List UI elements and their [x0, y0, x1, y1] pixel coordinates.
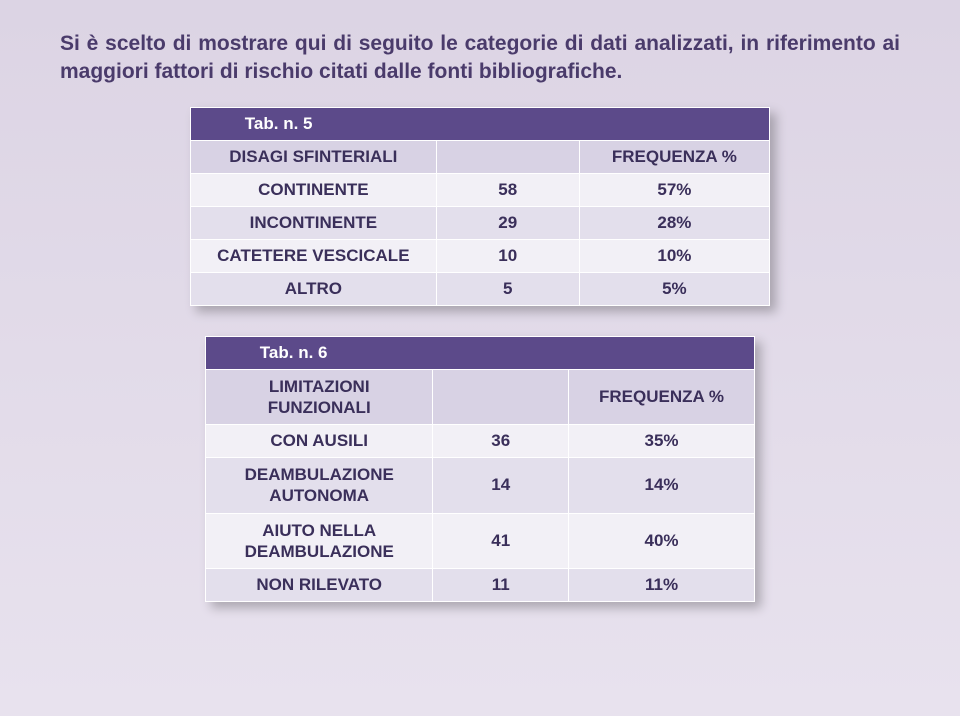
table-6-row0-n: 36	[433, 425, 569, 458]
table-6-row2-label: AIUTO NELLADEAMBULAZIONE	[206, 513, 433, 569]
table-5: Tab. n. 5 DISAGI SFINTERIALI FREQUENZA %…	[190, 107, 770, 306]
table-5-row3-n: 5	[436, 272, 579, 305]
table-5-row3-pct: 5%	[579, 272, 769, 305]
table-6-row2-n: 41	[433, 513, 569, 569]
table-6-row1-label: DEAMBULAZIONEAUTONOMA	[206, 458, 433, 514]
table-5-header-mid	[436, 140, 579, 173]
table-5-row1-pct: 28%	[579, 206, 769, 239]
table-5-wrap: Tab. n. 5 DISAGI SFINTERIALI FREQUENZA %…	[190, 107, 770, 306]
table-5-row3-label: ALTRO	[191, 272, 437, 305]
table-5-caption: Tab. n. 5	[191, 107, 770, 140]
table-5-row1-label: INCONTINENTE	[191, 206, 437, 239]
table-5-row2-pct: 10%	[579, 239, 769, 272]
table-6-row0-pct: 35%	[569, 425, 755, 458]
table-6: Tab. n. 6 LIMITAZIONIFUNZIONALI FREQUENZ…	[205, 336, 755, 603]
table-5-row2-label: CATETERE VESCICALE	[191, 239, 437, 272]
table-5-header-left: DISAGI SFINTERIALI	[191, 140, 437, 173]
table-6-row2-pct: 40%	[569, 513, 755, 569]
table-5-row1-n: 29	[436, 206, 579, 239]
table-6-row1-pct: 14%	[569, 458, 755, 514]
table-5-row0-n: 58	[436, 173, 579, 206]
table-5-row0-label: CONTINENTE	[191, 173, 437, 206]
table-6-row3-label: NON RILEVATO	[206, 569, 433, 602]
table-6-caption: Tab. n. 6	[206, 336, 755, 369]
table-6-header-mid	[433, 369, 569, 425]
table-5-row0-pct: 57%	[579, 173, 769, 206]
table-6-header-left: LIMITAZIONIFUNZIONALI	[206, 369, 433, 425]
table-6-row3-n: 11	[433, 569, 569, 602]
table-5-header-right: FREQUENZA %	[579, 140, 769, 173]
table-6-header-right: FREQUENZA %	[569, 369, 755, 425]
intro-paragraph: Si è scelto di mostrare qui di seguito l…	[0, 0, 960, 107]
table-6-row1-n: 14	[433, 458, 569, 514]
table-6-wrap: Tab. n. 6 LIMITAZIONIFUNZIONALI FREQUENZ…	[205, 336, 755, 603]
table-6-row0-label: CON AUSILI	[206, 425, 433, 458]
table-6-row3-pct: 11%	[569, 569, 755, 602]
table-5-row2-n: 10	[436, 239, 579, 272]
